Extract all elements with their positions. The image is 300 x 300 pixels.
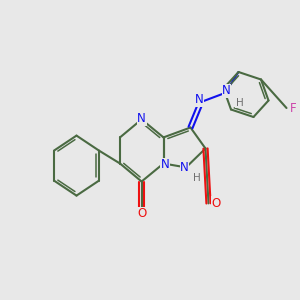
Text: O: O bbox=[212, 197, 220, 210]
Text: N: N bbox=[180, 161, 189, 174]
Text: H: H bbox=[236, 98, 243, 108]
Text: F: F bbox=[290, 101, 296, 115]
Text: N: N bbox=[222, 84, 231, 97]
Text: N: N bbox=[195, 93, 204, 106]
Text: H: H bbox=[193, 173, 200, 183]
Text: N: N bbox=[160, 158, 169, 172]
Text: N: N bbox=[137, 112, 146, 125]
Text: O: O bbox=[137, 207, 146, 220]
